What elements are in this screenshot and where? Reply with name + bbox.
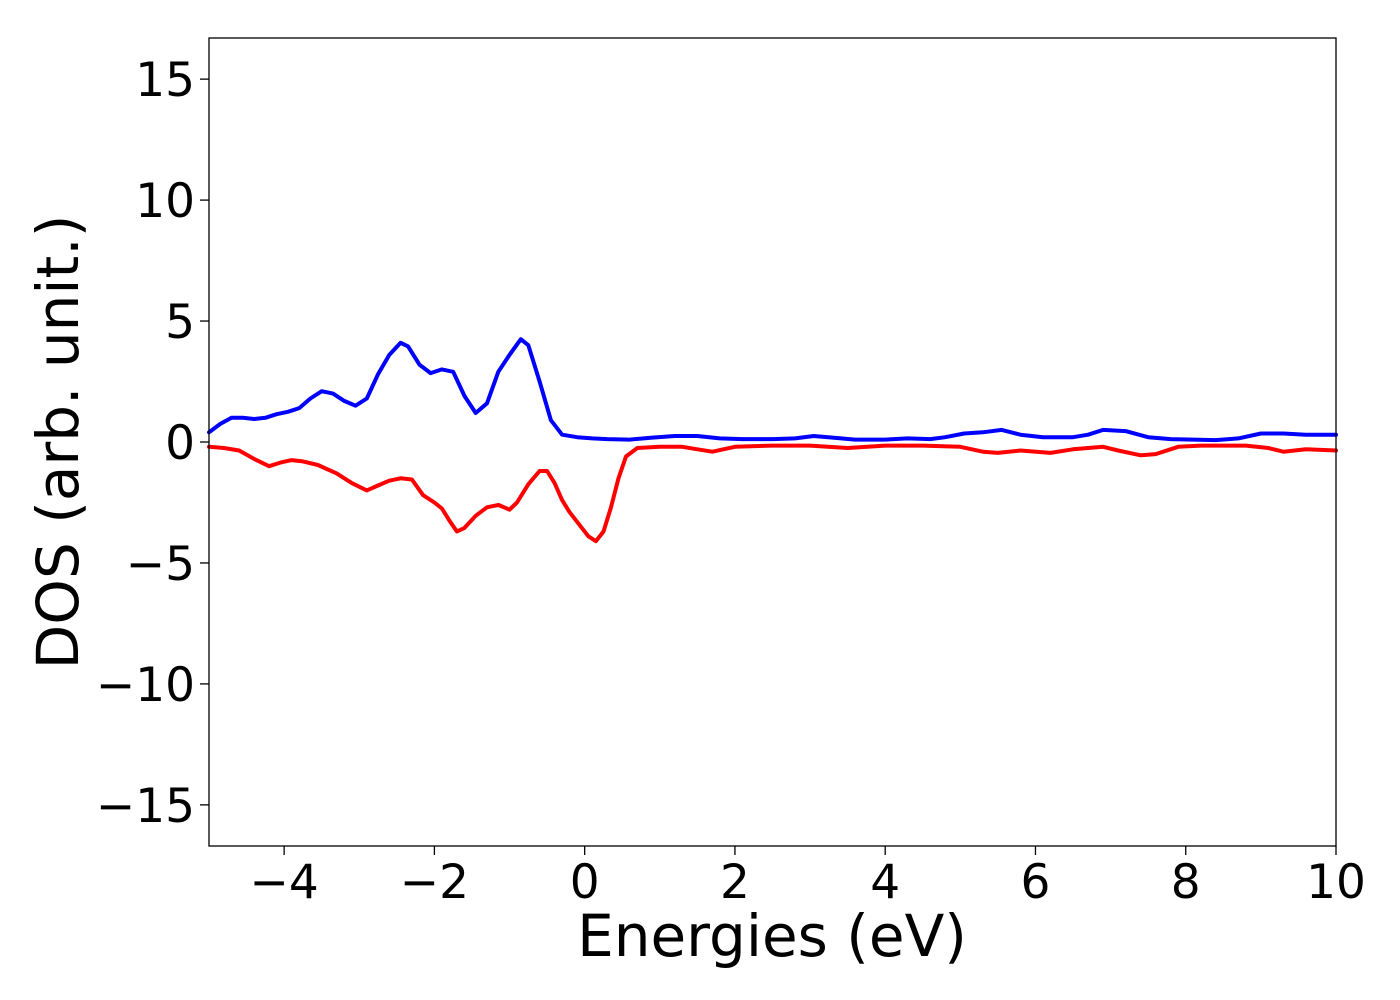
x-tick-label: 10 (1306, 855, 1366, 910)
x-tick-label: 4 (870, 855, 900, 910)
y-tick-label: −15 (96, 779, 195, 834)
y-tick-label: −10 (96, 658, 195, 713)
dos-series-line-1 (207, 337, 1338, 443)
dos-series-line-2 (207, 443, 1338, 544)
x-tick-label: 6 (1021, 855, 1051, 910)
x-tick-label: −4 (249, 855, 318, 910)
x-tick-label: 2 (720, 855, 750, 910)
x-tick-label: 8 (1171, 855, 1201, 910)
series-layer (207, 337, 1338, 544)
y-tick-label: 15 (135, 53, 195, 108)
x-tick-label: 0 (570, 855, 600, 910)
x-axis-title: Energies (eV) (577, 902, 967, 970)
y-tick-label: 0 (165, 416, 195, 471)
x-axis-ticks: −4 −2 0 2 4 6 8 10 (249, 846, 1366, 910)
y-tick-label: −5 (126, 537, 195, 592)
x-tick-label: −2 (400, 855, 469, 910)
y-axis-title: DOS (arb. unit.) (24, 215, 92, 670)
y-axis-ticks: 15 10 5 0 −5 −10 −15 (96, 53, 209, 834)
y-tick-label: 5 (165, 295, 195, 350)
y-tick-label: 10 (135, 174, 195, 229)
